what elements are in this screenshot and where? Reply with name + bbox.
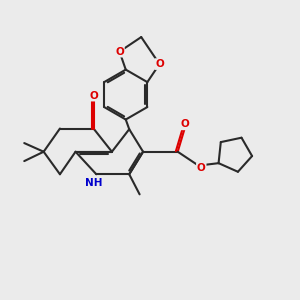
Text: NH: NH — [85, 178, 102, 188]
Text: O: O — [115, 46, 124, 57]
Text: O: O — [197, 164, 206, 173]
Text: O: O — [180, 119, 189, 129]
Text: O: O — [155, 59, 164, 69]
Text: O: O — [89, 91, 98, 100]
